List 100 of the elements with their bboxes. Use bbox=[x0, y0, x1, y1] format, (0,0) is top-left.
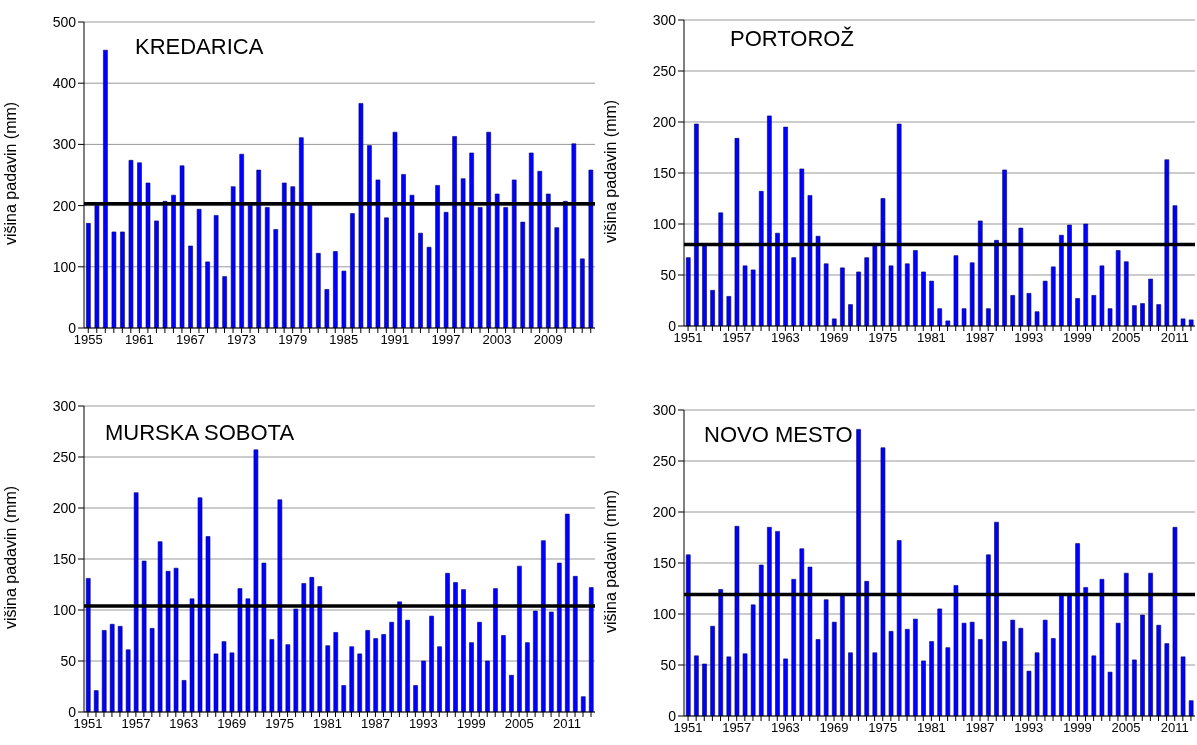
bar bbox=[880, 447, 886, 716]
bar bbox=[141, 560, 147, 712]
bar bbox=[1180, 318, 1186, 326]
bar bbox=[1115, 622, 1121, 716]
bar bbox=[103, 49, 108, 328]
bar bbox=[541, 540, 546, 712]
bar bbox=[758, 564, 764, 716]
x-tick-label: 2005 bbox=[1111, 720, 1141, 736]
x-tick-label: 1987 bbox=[965, 330, 995, 346]
y-tick-label: 50 bbox=[660, 656, 677, 673]
bar bbox=[977, 639, 983, 716]
bar bbox=[1091, 655, 1097, 716]
bar bbox=[384, 217, 389, 328]
bar bbox=[953, 255, 959, 326]
bar bbox=[229, 652, 235, 712]
bar bbox=[477, 621, 482, 712]
bar bbox=[994, 240, 999, 326]
bar bbox=[418, 232, 423, 328]
bar bbox=[799, 168, 805, 326]
y-tick-label: 200 bbox=[652, 503, 677, 520]
y-tick-label: 50 bbox=[60, 652, 77, 669]
bar bbox=[880, 198, 886, 326]
bar bbox=[1115, 250, 1121, 326]
bar bbox=[904, 629, 910, 716]
bar bbox=[367, 145, 372, 328]
bar bbox=[494, 193, 500, 328]
bar bbox=[196, 208, 202, 328]
bar bbox=[189, 598, 195, 712]
bar bbox=[154, 220, 159, 328]
bar bbox=[213, 215, 219, 328]
bar bbox=[517, 565, 522, 712]
bar bbox=[961, 308, 967, 326]
bar bbox=[157, 541, 163, 712]
bar bbox=[503, 207, 508, 328]
x-tick-label: 1961 bbox=[124, 332, 154, 348]
bar bbox=[588, 169, 594, 328]
x-tick-label: 1997 bbox=[431, 332, 461, 348]
bar bbox=[1010, 295, 1016, 326]
x-tick-label: 1987 bbox=[360, 716, 390, 732]
bar bbox=[1188, 319, 1194, 326]
bar bbox=[710, 290, 715, 326]
chart-title: PORTOROŽ bbox=[730, 26, 854, 52]
bar bbox=[493, 588, 498, 712]
bar bbox=[896, 540, 902, 716]
bar bbox=[848, 652, 853, 716]
bar bbox=[528, 152, 534, 328]
bar bbox=[85, 578, 91, 712]
bar bbox=[557, 562, 562, 712]
bar bbox=[702, 663, 707, 716]
bar bbox=[349, 646, 355, 712]
bar bbox=[848, 304, 853, 326]
y-tick-label: 150 bbox=[52, 550, 77, 567]
y-axis-title: višina padavin (mm) bbox=[1, 101, 19, 245]
bar bbox=[945, 647, 951, 716]
bar bbox=[913, 250, 918, 326]
bar bbox=[864, 257, 870, 326]
x-tick-label: 1981 bbox=[916, 330, 946, 346]
bar bbox=[986, 308, 991, 326]
bar bbox=[421, 660, 426, 712]
bar bbox=[742, 265, 748, 326]
x-tick-label: 1957 bbox=[722, 720, 752, 736]
x-tick-label: 1999 bbox=[1062, 330, 1092, 346]
x-tick-label: 2011 bbox=[553, 716, 582, 732]
bar bbox=[120, 231, 125, 328]
bar bbox=[325, 645, 331, 712]
bar bbox=[109, 623, 115, 712]
bar bbox=[445, 572, 450, 712]
y-tick-label: 500 bbox=[52, 13, 77, 30]
x-tick-label: 1985 bbox=[329, 332, 359, 348]
bar bbox=[1002, 641, 1007, 716]
bar bbox=[1099, 579, 1105, 716]
bar bbox=[1075, 298, 1080, 326]
bar bbox=[239, 153, 244, 328]
bar bbox=[969, 262, 975, 326]
bar bbox=[831, 318, 837, 326]
bar bbox=[929, 641, 934, 716]
text: MURSKA SOBOTA bbox=[105, 420, 295, 446]
bar bbox=[1180, 656, 1186, 716]
bar bbox=[937, 308, 943, 326]
x-tick-label: 1993 bbox=[1014, 330, 1044, 346]
bar bbox=[213, 653, 219, 712]
x-tick-label: 1975 bbox=[265, 716, 295, 732]
bar bbox=[1123, 572, 1129, 716]
bar bbox=[1140, 303, 1145, 326]
x-tick-label: 1993 bbox=[1014, 720, 1044, 736]
bar bbox=[588, 587, 594, 712]
bar bbox=[872, 243, 878, 326]
bar bbox=[807, 566, 813, 716]
bar bbox=[357, 653, 362, 712]
bar bbox=[1067, 224, 1072, 326]
bar bbox=[94, 205, 100, 328]
y-axis-title: višina padavin (mm) bbox=[601, 489, 619, 633]
bar bbox=[1091, 295, 1097, 326]
bar bbox=[1107, 671, 1113, 716]
bar bbox=[405, 619, 410, 712]
x-tick-label: 1981 bbox=[313, 716, 342, 732]
bar bbox=[285, 644, 291, 712]
bar bbox=[783, 126, 788, 326]
bar bbox=[392, 131, 398, 328]
bar bbox=[149, 628, 155, 712]
